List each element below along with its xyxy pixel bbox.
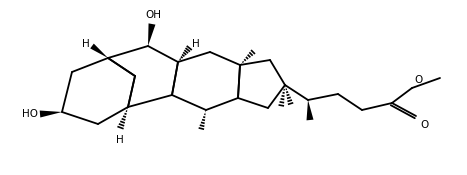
Polygon shape [90,44,108,58]
Text: O: O [414,75,422,85]
Polygon shape [148,23,156,46]
Text: OH: OH [145,10,161,20]
Polygon shape [40,111,62,117]
Text: O: O [420,120,428,130]
Text: H: H [116,135,124,145]
Polygon shape [306,100,313,120]
Text: H: H [82,39,90,49]
Text: H: H [192,39,200,49]
Text: HO: HO [22,109,38,119]
